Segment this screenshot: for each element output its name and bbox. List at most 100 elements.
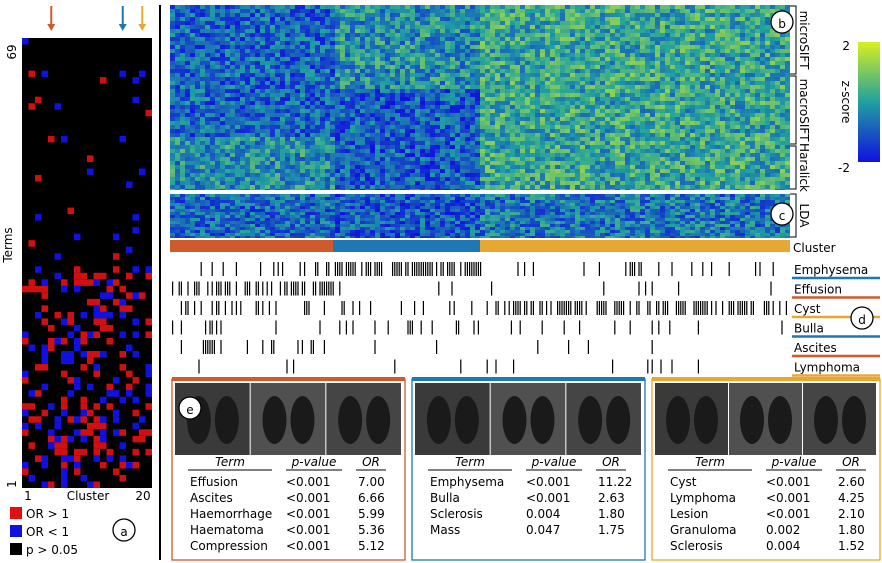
heatmap-cell [295, 29, 300, 33]
heatmap-cell [560, 101, 565, 105]
heatmap-cell [205, 85, 210, 89]
heatmap-cell [215, 137, 220, 141]
heatmap-cell [485, 149, 490, 153]
heatmap-cell [715, 121, 720, 125]
heatmap-cell [22, 331, 29, 338]
heatmap-cell [280, 25, 285, 29]
heatmap-cell [480, 125, 485, 129]
heatmap-cell [660, 133, 665, 137]
heatmap-cell [645, 33, 650, 37]
heatmap-cell [480, 61, 485, 65]
heatmap-cell [700, 21, 705, 25]
heatmap-cell [315, 13, 320, 17]
heatmap-cell [705, 93, 710, 97]
heatmap-cell [705, 105, 710, 109]
heatmap-cell [565, 33, 570, 37]
heatmap-cell [475, 73, 480, 77]
heatmap-cell [770, 153, 775, 157]
heatmap-cell [210, 41, 215, 45]
heatmap-cell [180, 57, 185, 61]
heatmap-cell [265, 57, 270, 61]
heatmap-cell [655, 141, 660, 145]
heatmap-cell [700, 49, 705, 53]
heatmap-cell [29, 103, 36, 110]
heatmap-cell [200, 89, 205, 93]
heatmap-cell [655, 93, 660, 97]
heatmap-cell [530, 101, 535, 105]
heatmap-cell [340, 133, 345, 137]
heatmap-cell [590, 25, 595, 29]
heatmap-cell [610, 93, 615, 97]
heatmap-cell [240, 33, 245, 37]
heatmap-cell [465, 89, 470, 93]
heatmap-cell [190, 13, 195, 17]
heatmap-cell [330, 65, 335, 69]
heatmap-cell [680, 73, 685, 77]
heatmap-cell [335, 37, 340, 41]
heatmap-cell [555, 93, 560, 97]
heatmap-cell [490, 137, 495, 141]
heatmap-cell [475, 153, 480, 157]
heatmap-cell [775, 37, 780, 41]
heatmap-cell [175, 49, 180, 53]
heatmap-cell [310, 101, 315, 105]
heatmap-cell [660, 113, 665, 117]
heatmap-cell [680, 153, 685, 157]
heatmap-cell [100, 273, 107, 280]
heatmap-cell [535, 37, 540, 41]
heatmap-cell [505, 21, 510, 25]
heatmap-cell [190, 29, 195, 33]
heatmap-cell [35, 416, 42, 423]
heatmap-cell [455, 9, 460, 13]
heatmap-cell [735, 41, 740, 45]
heatmap-cell [68, 331, 75, 338]
heatmap-cell [310, 141, 315, 145]
heatmap-cell [540, 77, 545, 81]
heatmap-cell [375, 17, 380, 21]
heatmap-cell [430, 121, 435, 125]
heatmap-cell [325, 129, 330, 133]
heatmap-cell [280, 97, 285, 101]
heatmap-cell [485, 81, 490, 85]
heatmap-cell [235, 113, 240, 117]
heatmap-cell [685, 61, 690, 65]
heatmap-cell [535, 61, 540, 65]
heatmap-cell [575, 41, 580, 45]
heatmap-cell [485, 145, 490, 149]
heatmap-cell [250, 65, 255, 69]
heatmap-cell [660, 77, 665, 81]
heatmap-cell [360, 73, 365, 77]
heatmap-cell [695, 89, 700, 93]
heatmap-cell [265, 65, 270, 69]
heatmap-cell [190, 65, 195, 69]
heatmap-cell [240, 93, 245, 97]
heatmap-cell [620, 9, 625, 13]
heatmap-cell [760, 57, 765, 61]
heatmap-cell [205, 145, 210, 149]
heatmap-cell [290, 45, 295, 49]
heatmap-cell [205, 37, 210, 41]
heatmap-cell [775, 109, 780, 113]
heatmap-cell [540, 73, 545, 77]
heatmap-cell [545, 121, 550, 125]
heatmap-cell [605, 149, 610, 153]
heatmap-cell [770, 101, 775, 105]
heatmap-cell [745, 29, 750, 33]
heatmap-cell [210, 17, 215, 21]
heatmap-cell [305, 57, 310, 61]
heatmap-cell [735, 25, 740, 29]
heatmap-cell [540, 17, 545, 21]
heatmap-cell [195, 5, 200, 9]
heatmap-cell [505, 37, 510, 41]
heatmap-cell [215, 93, 220, 97]
heatmap-cell [770, 125, 775, 129]
heatmap-cell [345, 41, 350, 45]
heatmap-cell [440, 105, 445, 109]
heatmap-cell [550, 65, 555, 69]
heatmap-cell [575, 5, 580, 9]
heatmap-cell [650, 101, 655, 105]
heatmap-cell [520, 117, 525, 121]
heatmap-cell [385, 125, 390, 129]
heatmap-cell [220, 45, 225, 49]
heatmap-cell [185, 53, 190, 57]
